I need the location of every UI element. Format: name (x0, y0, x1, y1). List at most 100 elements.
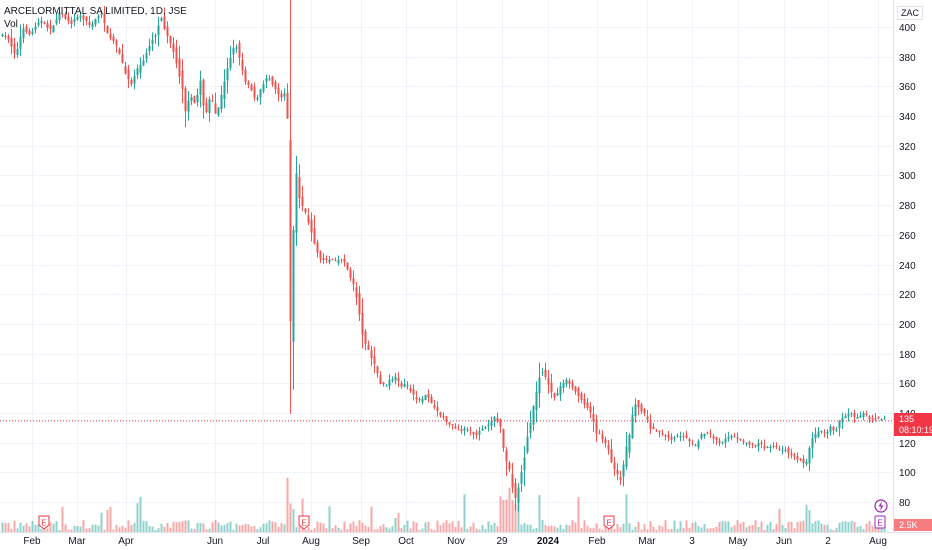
volume-bar (382, 524, 385, 532)
volume-bar (70, 529, 73, 532)
volume-bar (691, 523, 694, 532)
candle-body (310, 219, 313, 233)
candle-body (571, 382, 574, 388)
volume-bar (424, 522, 427, 532)
candle-body (34, 26, 37, 30)
volume-bar (673, 520, 676, 532)
volume-bar (715, 526, 718, 532)
candle-body (235, 47, 238, 49)
volume-bar (793, 528, 796, 532)
volume-bar (817, 520, 820, 532)
volume-bar (379, 526, 382, 532)
candle-body (607, 444, 610, 450)
volume-bar (799, 521, 802, 532)
earnings-marker[interactable]: E (38, 515, 50, 530)
volume-bar (259, 527, 262, 532)
candle-body (103, 13, 106, 23)
candle-body (499, 419, 502, 427)
volume-bar (802, 520, 805, 532)
candle-body (46, 23, 49, 28)
candle-body (586, 402, 589, 408)
x-tick-label: 2024 (537, 536, 560, 547)
candle-body (115, 40, 118, 46)
candle-body (397, 378, 400, 382)
candle-body (676, 435, 679, 437)
candle-body (313, 228, 316, 244)
candle-body (490, 421, 493, 426)
volume-bar (454, 527, 457, 532)
candle-body (193, 95, 196, 104)
volume-bar (94, 524, 97, 532)
volume-bar (223, 525, 226, 532)
candle-body (706, 432, 709, 434)
volume-bar (514, 503, 517, 532)
chart-legend: ARCELORMITTAL SA LIMITED, 1D, JSE Vol (4, 5, 187, 31)
volume-bar (472, 522, 475, 532)
volume-bar (667, 529, 670, 532)
volume-bar (427, 521, 430, 532)
dividend-marker[interactable] (874, 499, 888, 513)
candle-body (625, 446, 628, 467)
candle-body (559, 385, 562, 395)
candle-body (622, 464, 625, 477)
candle-body (328, 259, 331, 263)
candle-body (400, 383, 403, 387)
earnings-marker[interactable]: E (298, 515, 310, 530)
candle-body (715, 437, 718, 441)
volume-bar (538, 495, 541, 532)
currency-badge[interactable]: ZAC (897, 6, 923, 20)
volume-bar (463, 494, 466, 532)
volume-bar (310, 529, 313, 532)
volume-bar (751, 525, 754, 532)
candle-body (772, 445, 775, 447)
volume-bar (247, 524, 250, 532)
volume-bar (370, 506, 373, 532)
candle-body (160, 18, 163, 21)
candle-body (829, 426, 832, 433)
volume-bar (718, 522, 721, 532)
candle-body (172, 43, 175, 53)
candle-body (547, 377, 550, 385)
volume-bar (22, 525, 25, 532)
candle-body (721, 442, 724, 444)
symbol-title[interactable]: ARCELORMITTAL SA LIMITED, 1D, JSE (4, 6, 187, 17)
earnings-marker[interactable]: E (603, 515, 615, 530)
candle-body (505, 450, 508, 462)
volume-bar (394, 517, 397, 532)
candle-body (610, 449, 613, 463)
volume-label[interactable]: Vol (4, 19, 18, 30)
y-tick-label: 320 (899, 142, 916, 153)
candle-body (823, 432, 826, 434)
candle-body (520, 472, 523, 484)
volume-bar (874, 526, 877, 532)
candle-body (694, 444, 697, 446)
volume-bar (571, 520, 574, 532)
candle-body (817, 431, 820, 437)
volume-bar (103, 529, 106, 532)
time-axis[interactable]: Feb Mar Apr Jun Jul Aug Sep Oct Nov 29 2024 Feb Mar 3… (23, 536, 887, 547)
volume-bar (490, 524, 493, 532)
volume-bar (835, 527, 838, 532)
volume-bar (592, 527, 595, 532)
candle-body (325, 258, 328, 260)
candle-body (628, 435, 631, 453)
x-tick-label: Oct (398, 536, 414, 547)
candle-body (688, 439, 691, 442)
volume-bar (349, 523, 352, 532)
candle-body (595, 421, 598, 434)
candle-body (718, 440, 721, 443)
volume-bar (805, 504, 808, 532)
candle-body (730, 435, 733, 438)
volume-bar (172, 521, 175, 532)
candle-body (769, 446, 772, 449)
volume-bar (724, 521, 727, 532)
candle-body (640, 404, 643, 412)
volume-bar (298, 524, 301, 532)
volume-bar (508, 487, 511, 532)
volume-bar (337, 527, 340, 532)
earnings-marker[interactable]: E (874, 515, 886, 529)
candle-body (247, 81, 250, 86)
volume-bar (76, 525, 79, 532)
volume-bar (457, 520, 460, 532)
